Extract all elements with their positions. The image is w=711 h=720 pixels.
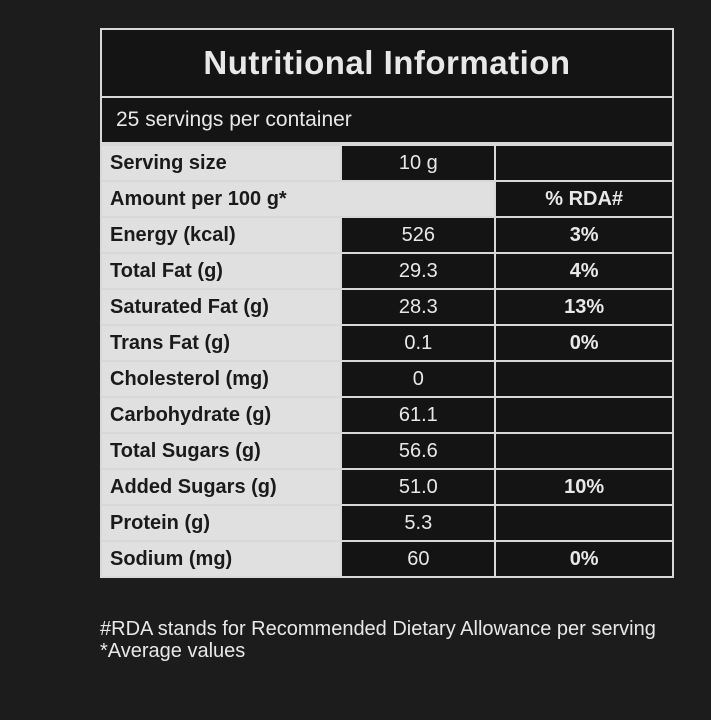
serving-size-rda	[494, 144, 672, 182]
nutrient-rda: 3%	[494, 216, 672, 254]
nutrient-rda	[494, 504, 672, 542]
table-row: Trans Fat (g) 0.1 0%	[102, 324, 672, 362]
nutrient-value: 29.3	[340, 252, 497, 290]
table-row: Energy (kcal) 526 3%	[102, 216, 672, 254]
nutrient-value: 0	[340, 360, 497, 398]
nutrient-rda: 10%	[494, 468, 672, 506]
table-row: Added Sugars (g) 51.0 10%	[102, 468, 672, 506]
servings-per-container: 25 servings per container	[102, 98, 672, 144]
nutrient-value: 0.1	[340, 324, 497, 362]
serving-size-value: 10 g	[340, 144, 497, 182]
average-values-footnote: *Average values	[100, 640, 246, 662]
nutrient-label: Energy (kcal)	[102, 216, 343, 254]
nutrient-rda	[494, 396, 672, 434]
nutrient-rda	[494, 432, 672, 470]
table-row: Cholesterol (mg) 0	[102, 360, 672, 398]
nutrition-table: Serving size 10 g Amount per 100 g* % RD…	[102, 144, 672, 576]
rda-footnote: #RDA stands for Recommended Dietary Allo…	[100, 618, 656, 640]
nutrient-value: 5.3	[340, 504, 497, 542]
nutrient-label: Protein (g)	[102, 504, 343, 542]
serving-size-row: Serving size 10 g	[102, 144, 672, 182]
nutrient-label: Total Sugars (g)	[102, 432, 343, 470]
amount-header-row: Amount per 100 g* % RDA#	[102, 180, 672, 218]
nutrient-value: 56.6	[340, 432, 497, 470]
panel-title: Nutritional Information	[102, 30, 672, 98]
table-row: Carbohydrate (g) 61.1	[102, 396, 672, 434]
nutrient-rda: 0%	[494, 324, 672, 362]
nutrient-rda: 4%	[494, 252, 672, 290]
nutrient-label: Sodium (mg)	[102, 540, 343, 576]
nutrition-panel: Nutritional Information 25 servings per …	[100, 28, 674, 578]
nutrient-rda: 0%	[494, 540, 672, 576]
table-row: Sodium (mg) 60 0%	[102, 540, 672, 576]
amount-per-100g-label: Amount per 100 g*	[102, 180, 497, 218]
nutrient-label: Carbohydrate (g)	[102, 396, 343, 434]
table-row: Total Sugars (g) 56.6	[102, 432, 672, 470]
footnotes: #RDA stands for Recommended Dietary Allo…	[100, 618, 680, 662]
nutrient-label: Saturated Fat (g)	[102, 288, 343, 326]
nutrient-label: Added Sugars (g)	[102, 468, 343, 506]
nutrient-value: 60	[340, 540, 497, 576]
nutrient-value: 526	[340, 216, 497, 254]
nutrient-label: Trans Fat (g)	[102, 324, 343, 362]
nutrient-rda: 13%	[494, 288, 672, 326]
nutrient-label: Total Fat (g)	[102, 252, 343, 290]
serving-size-label: Serving size	[102, 144, 343, 182]
table-row: Saturated Fat (g) 28.3 13%	[102, 288, 672, 326]
table-row: Protein (g) 5.3	[102, 504, 672, 542]
nutrient-value: 61.1	[340, 396, 497, 434]
nutrient-rda	[494, 360, 672, 398]
table-row: Total Fat (g) 29.3 4%	[102, 252, 672, 290]
nutrient-label: Cholesterol (mg)	[102, 360, 343, 398]
nutrient-value: 28.3	[340, 288, 497, 326]
rda-header: % RDA#	[494, 180, 672, 218]
nutrient-value: 51.0	[340, 468, 497, 506]
